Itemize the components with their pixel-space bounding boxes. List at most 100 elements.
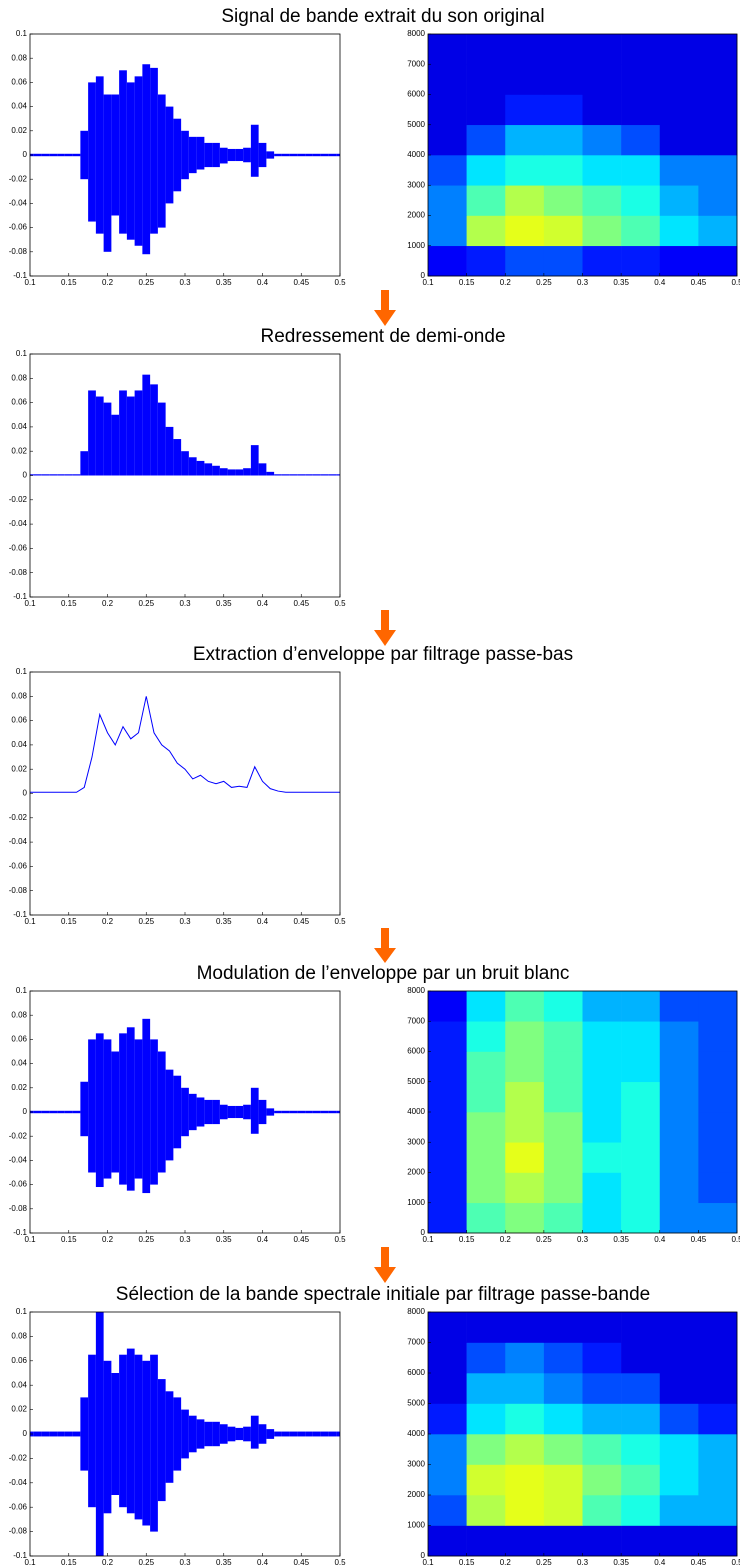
y-tick-label: 5000 [407, 1077, 425, 1086]
signal-range [196, 1097, 205, 1127]
signal-range [320, 1431, 329, 1437]
arrow [374, 1247, 396, 1283]
signal-range [103, 1039, 112, 1179]
spectrogram-cell [543, 1525, 583, 1557]
x-tick-label: 0.45 [691, 278, 707, 287]
spectrogram-cell [505, 1403, 545, 1435]
signal-range [188, 1093, 197, 1131]
section-title: Redressement de demi-onde [260, 326, 505, 347]
spectrogram-cell [505, 1051, 545, 1083]
signal-range [328, 1110, 337, 1114]
signal-range [250, 1087, 259, 1134]
signal-range [289, 153, 298, 157]
spectrogram-cell [659, 1403, 699, 1435]
x-tick-label: 0.5 [334, 1235, 346, 1244]
spectrogram-cell [505, 34, 545, 65]
spectrogram-cell [621, 245, 661, 277]
spectrogram-cell [543, 1312, 583, 1343]
spectrogram-cell [659, 34, 699, 65]
spectrogram-cell [698, 1051, 738, 1083]
signal-range [88, 1039, 96, 1173]
spectrogram-cell [543, 215, 583, 247]
x-tick-label: 0.4 [257, 917, 269, 926]
spectrogram-cell [621, 1373, 661, 1404]
y-tick-label: -0.02 [9, 813, 28, 822]
signal-range [30, 474, 34, 476]
signal-range [157, 94, 166, 228]
spectrogram-cell [582, 185, 622, 216]
spectrogram-cell [505, 1373, 545, 1404]
spectrogram-cell [582, 1342, 622, 1374]
x-tick-label: 0.2 [102, 1558, 114, 1566]
y-tick-label: 5000 [407, 120, 425, 129]
signal-range [64, 474, 73, 476]
y-tick-label: 8000 [407, 1307, 425, 1316]
spectrogram-cell [698, 185, 738, 216]
signal-range [227, 469, 236, 476]
signal-range [274, 1110, 282, 1114]
spectrogram-cell [621, 1142, 661, 1173]
spectrogram-cell [428, 1081, 467, 1113]
spectrogram-cell [543, 1342, 583, 1374]
y-tick-label: 0 [421, 271, 426, 280]
signal-range [49, 1431, 58, 1437]
spectrogram-cell [582, 1142, 622, 1173]
spectrogram-cell [428, 245, 467, 277]
x-tick-label: 0.25 [138, 278, 154, 287]
spectrogram-cell [698, 1142, 738, 1173]
spectrogram-cell [543, 1202, 583, 1234]
signal-range [312, 1431, 321, 1437]
spectrogram-cell [621, 1021, 661, 1052]
spectrogram-cell [505, 991, 545, 1022]
signal-range [181, 451, 189, 476]
spectrogram-cell [466, 1202, 506, 1234]
signal-range [157, 1051, 166, 1173]
x-tick-label: 0.25 [536, 1558, 552, 1566]
signal-range [33, 474, 42, 476]
signal-range [312, 1110, 321, 1114]
y-tick-label: -0.02 [9, 174, 28, 183]
signal-range [266, 471, 275, 476]
spectrogram-cell [428, 94, 467, 126]
y-tick-label: -0.02 [9, 495, 28, 504]
x-tick-label: 0.45 [293, 1558, 309, 1566]
y-tick-label: -0.08 [9, 247, 28, 256]
spectrogram-cell [505, 1081, 545, 1113]
chart: 0.1 0.15 0.2 0.25 0.3 0.35 0.4 0.45 0.5 -0.1 -0.08… [9, 29, 346, 287]
spectrogram-cell [428, 1142, 467, 1173]
spectrogram-cell [505, 94, 545, 126]
signal-range [305, 1110, 313, 1114]
spectrogram-cell [505, 155, 545, 186]
signal-range [243, 1104, 251, 1120]
x-tick-label: 0.3 [179, 917, 191, 926]
signal-range [227, 1426, 236, 1442]
spectrogram-cell [428, 1495, 467, 1526]
spectrogram-cell [698, 1464, 738, 1496]
chart: 0.1 0.15 0.2 0.25 0.3 0.35 0.4 0.45 0.5 0 1000 2000… [407, 1307, 740, 1566]
spectrogram-cell [466, 1464, 506, 1496]
spectrogram-cell [466, 1403, 506, 1435]
spectrogram-cell [659, 94, 699, 126]
spectrogram-cell [505, 1312, 545, 1343]
x-tick-label: 0.15 [61, 1235, 77, 1244]
signal-range [64, 1110, 73, 1114]
spectrogram-cell [505, 1434, 545, 1465]
x-tick-label: 0.1 [422, 278, 434, 287]
signal-range [150, 67, 158, 234]
x-tick-label: 0.1 [24, 917, 36, 926]
spectrogram-cell [543, 991, 583, 1022]
x-tick-label: 0.25 [138, 917, 154, 926]
x-tick-label: 0.3 [577, 1235, 589, 1244]
signal-range [142, 1360, 151, 1526]
spectrogram-cell [428, 34, 467, 65]
x-tick-label: 0.1 [24, 1235, 36, 1244]
signal-range [103, 94, 112, 252]
spectrogram-cell [659, 1172, 699, 1204]
spectrogram-cell [582, 1312, 622, 1343]
signal-range [119, 390, 127, 476]
spectrogram-cell [621, 1464, 661, 1496]
signal-range [111, 1373, 120, 1495]
x-tick-label: 0.2 [500, 1558, 512, 1566]
x-tick-label: 0.2 [500, 278, 512, 287]
y-tick-label: -0.04 [9, 1156, 28, 1165]
